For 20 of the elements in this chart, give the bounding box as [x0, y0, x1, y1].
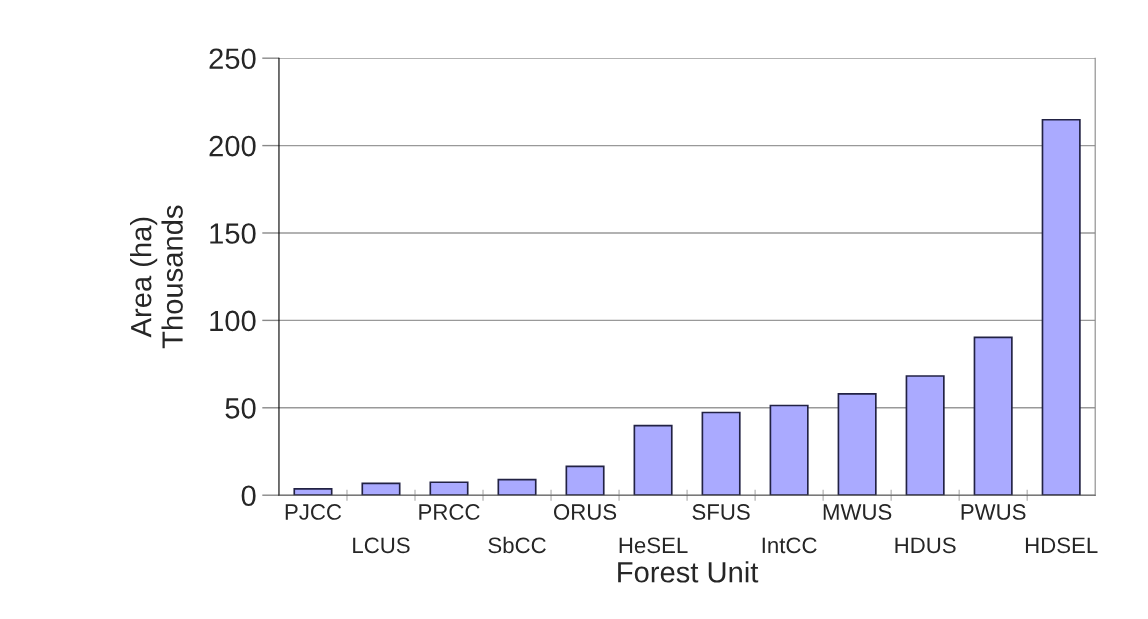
- x-tick-label: ORUS: [554, 504, 617, 520]
- y-axis-title: Area (ha) Thousands: [130, 205, 183, 349]
- y-tick-label: 250: [209, 48, 256, 70]
- y-tick-label: 100: [210, 310, 256, 332]
- y-tick-label: 150: [210, 223, 256, 244]
- x-tick-label: IntCC: [762, 537, 817, 554]
- x-axis-title: Forest Unit: [618, 561, 759, 583]
- x-tick-label: HDUS: [895, 537, 956, 554]
- x-tick-label: PRCC: [419, 504, 480, 520]
- y-tick-label: 200: [209, 135, 256, 157]
- x-tick-label: MWUS: [823, 504, 892, 520]
- x-tick-label: PWUS: [961, 504, 1026, 520]
- x-tick-label: SbCC: [488, 536, 546, 554]
- x-tick-label: PJCC: [285, 504, 342, 520]
- x-tick-label: SFUS: [692, 504, 750, 520]
- x-tick-label: LCUS: [353, 537, 410, 554]
- x-tick-label: HDSEL: [1025, 537, 1098, 554]
- x-tick-label: HeSEL: [619, 537, 688, 554]
- y-tick-label: 0: [241, 485, 256, 507]
- y-tick-label: 50: [225, 398, 256, 419]
